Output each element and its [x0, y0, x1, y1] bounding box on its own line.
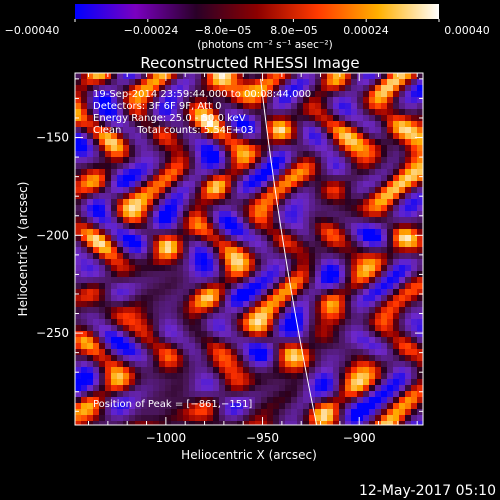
colorbar-tick-label: 0.00040: [444, 24, 490, 37]
x-tick-label: −900: [343, 431, 376, 445]
y-tick-label: −250: [36, 326, 69, 340]
y-tick-label: −150: [36, 131, 69, 145]
x-tick-label: −950: [246, 431, 279, 445]
colorbar-unit-label: (photons cm⁻² s⁻¹ asec⁻²): [197, 39, 332, 51]
peak-label: Position of Peak = [−861,−151]: [93, 399, 252, 410]
y-axis-label: Heliocentric Y (arcsec): [16, 182, 30, 317]
annotation-energy: Energy Range: 25.0 - 50.0 keV: [93, 113, 246, 124]
chart-title: Reconstructed RHESSI Image: [140, 54, 359, 72]
plot-frame: [74, 72, 424, 426]
colorbar: −0.00040 −0.00024 −8.0e−05 8.0e−05 0.000…: [5, 4, 490, 51]
colorbar-ticks: [74, 19, 440, 22]
colorbar-tick-label: −0.00040: [5, 24, 60, 37]
footer-timestamp: 12-May-2017 05:10: [359, 483, 496, 499]
y-tick-label: −200: [36, 228, 69, 242]
annotation-counts: Clean Total counts: 5.54E+03: [93, 125, 253, 136]
annotation-detectors: Detectors: 3F 6F 9F, Att 0: [93, 101, 221, 112]
colorbar-gradient: [75, 4, 439, 19]
x-tick-label: −1000: [146, 431, 187, 445]
colorbar-tick-label: 0.00024: [343, 24, 389, 37]
colorbar-tick-label: −8.0e−05: [195, 24, 252, 37]
colorbar-tick-label: −0.00024: [124, 24, 179, 37]
annotation-time: 19-Sep-2014 23:59:44.000 to 00:08:44.000: [93, 89, 311, 100]
axis-ticks: [75, 73, 423, 425]
heatmap-cells: [75, 73, 423, 425]
colorbar-tick-label: 8.0e−05: [270, 24, 317, 37]
x-axis-label: Heliocentric X (arcsec): [181, 448, 317, 462]
solar-limb-line: [260, 78, 318, 425]
